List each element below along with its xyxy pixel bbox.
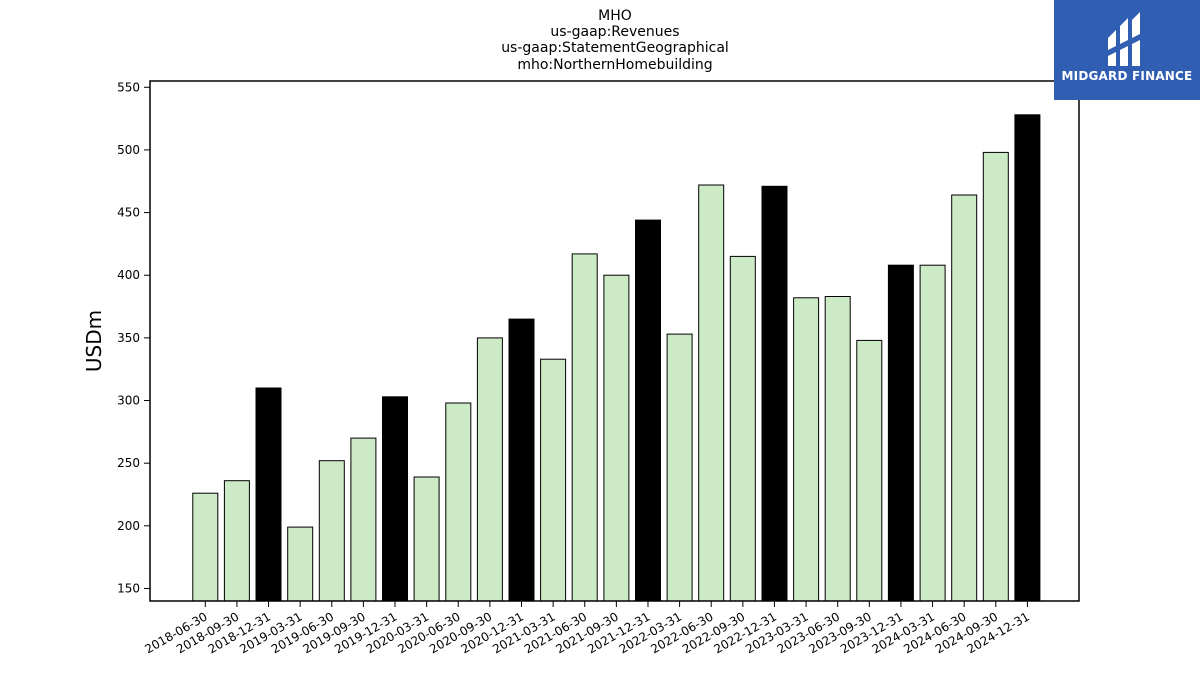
midgard-finance-logo: MIDGARD FINANCE [1054, 0, 1200, 100]
bar-2023-06-30 [824, 296, 851, 602]
y-tick-label-400: 400 [117, 268, 140, 282]
bar-2022-03-31 [666, 333, 693, 602]
bar-2019-03-31 [287, 526, 314, 602]
y-tick-label-350: 350 [117, 331, 140, 345]
bar-2024-06-30 [951, 194, 978, 602]
bar-2022-09-30 [729, 255, 756, 602]
bar-2021-06-30 [571, 253, 598, 602]
bar-2024-09-30 [982, 151, 1009, 602]
logo-text: MIDGARD FINANCE [1061, 69, 1193, 83]
y-axis-label: USDm [82, 310, 106, 372]
bar-2020-06-30 [445, 402, 472, 602]
bar-2020-03-31 [413, 476, 440, 602]
y-tick-label-550: 550 [117, 80, 140, 94]
title-line-3: us-gaap:StatementGeographical [501, 40, 729, 56]
bar-2019-09-30 [350, 437, 377, 602]
y-tick-label-500: 500 [117, 143, 140, 157]
midgard-logo-icon [1108, 12, 1140, 66]
bar-2019-06-30 [318, 460, 345, 602]
bar-2022-06-30 [698, 184, 725, 602]
y-axis: 150 200 250 300 350 400 450 500 550 [117, 80, 150, 595]
bar-2022-12-31 [761, 185, 788, 602]
bar-2024-12-31 [1014, 114, 1041, 602]
bars [192, 114, 1041, 602]
bar-2020-12-31 [508, 318, 535, 602]
title-line-1: MHO [598, 8, 632, 24]
bar-2019-12-31 [382, 396, 408, 602]
bar-2021-09-30 [603, 274, 630, 602]
plot-frame [149, 80, 1080, 602]
bar-2023-03-31 [793, 297, 820, 602]
title-line-2: us-gaap:Revenues [550, 24, 679, 40]
bar-2023-12-31 [887, 264, 914, 602]
bar-2018-06-30 [192, 492, 219, 602]
title-line-4: mho:NorthernHomebuilding [517, 57, 712, 73]
y-tick-label-150: 150 [117, 581, 140, 595]
bar-2021-12-31 [635, 219, 661, 602]
bar-2024-03-31 [919, 264, 946, 602]
y-tick-label-300: 300 [117, 394, 140, 408]
x-axis: 2018-06-302018-09-302018-12-312019-03-31… [142, 601, 1032, 656]
y-tick-label-200: 200 [117, 519, 140, 533]
y-tick-label-250: 250 [117, 456, 140, 470]
y-tick-label-450: 450 [117, 206, 140, 220]
bar-2018-09-30 [223, 480, 250, 602]
bar-2020-09-30 [476, 337, 503, 602]
bar-2023-09-30 [856, 339, 883, 602]
bar-2021-03-31 [540, 358, 567, 602]
chart-title: MHO us-gaap:Revenues us-gaap:StatementGe… [501, 8, 729, 73]
bar-2018-12-31 [255, 387, 282, 602]
